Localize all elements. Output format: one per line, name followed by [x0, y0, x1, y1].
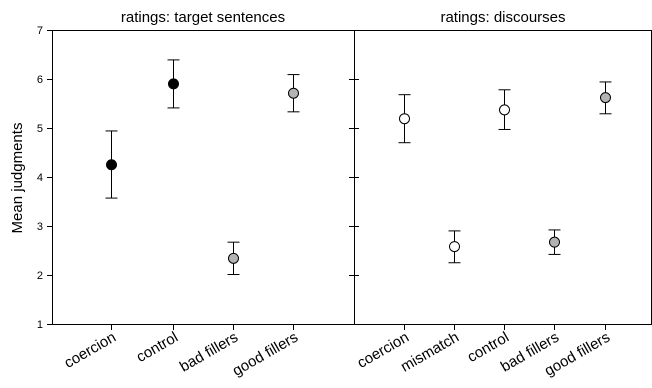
- panel-title-target-sentences: ratings: target sentences: [121, 9, 285, 26]
- y-tick-label: 4: [37, 172, 43, 184]
- x-tick-label: good fillers: [230, 329, 301, 380]
- y-tick-label: 7: [37, 25, 43, 37]
- x-tick-label: control: [134, 329, 181, 366]
- panel-title-discourses: ratings: discourses: [440, 9, 565, 26]
- y-tick-label: 2: [37, 270, 43, 282]
- data-point: [399, 113, 410, 125]
- data-point: [168, 78, 179, 90]
- panel-frame-discourses: [354, 30, 652, 325]
- data-point: [549, 236, 560, 248]
- data-point: [449, 241, 460, 253]
- data-point: [600, 92, 611, 104]
- x-tick-label: coercion: [61, 329, 119, 372]
- y-axis-title: Mean judgments: [9, 123, 26, 234]
- data-point: [499, 104, 510, 116]
- y-tick-label: 6: [37, 74, 43, 86]
- data-point: [228, 252, 239, 264]
- y-tick-label: 5: [37, 123, 43, 135]
- panel-frame-target-sentences: [52, 30, 355, 325]
- data-point: [288, 87, 299, 99]
- y-tick-label: 3: [37, 221, 43, 233]
- y-tick-label: 1: [37, 319, 43, 331]
- data-point: [106, 159, 117, 171]
